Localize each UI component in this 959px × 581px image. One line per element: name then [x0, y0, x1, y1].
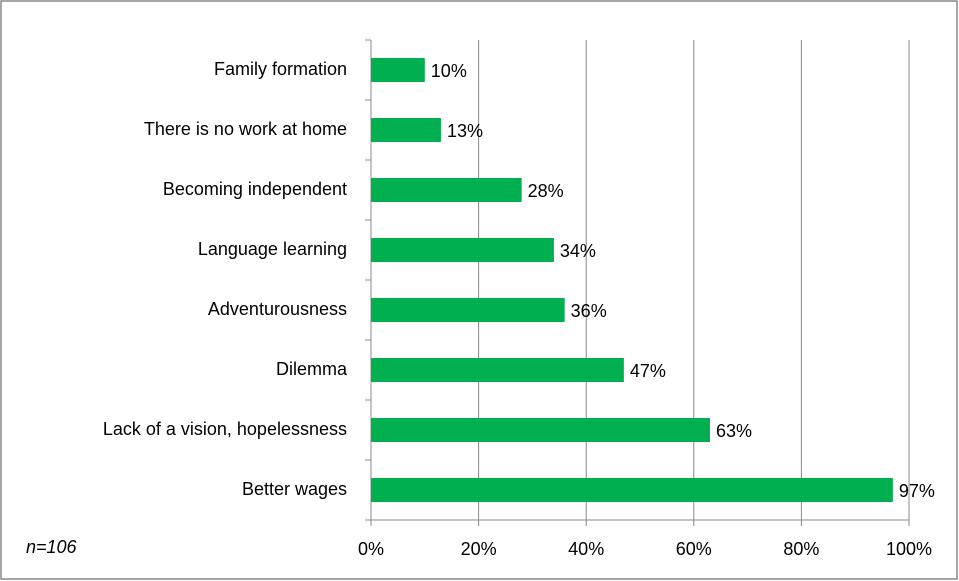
- x-tick-label: 0%: [358, 539, 384, 559]
- value-label: 13%: [447, 121, 483, 141]
- value-label: 28%: [528, 181, 564, 201]
- x-tick-label: 20%: [461, 539, 497, 559]
- value-label: 63%: [716, 421, 752, 441]
- bar: [371, 358, 624, 382]
- x-tick-label: 80%: [783, 539, 819, 559]
- y-tick-label: Language learning: [198, 239, 347, 259]
- y-tick-label: Better wages: [242, 479, 347, 499]
- value-label: 47%: [630, 361, 666, 381]
- y-tick-label: Family formation: [214, 59, 347, 79]
- y-tick-label: There is no work at home: [144, 119, 347, 139]
- y-tick-label: Lack of a vision, hopelessness: [103, 419, 347, 439]
- bar: [371, 118, 441, 142]
- value-label: 10%: [431, 61, 467, 81]
- bar: [371, 478, 893, 502]
- bar: [371, 178, 522, 202]
- bar: [371, 418, 710, 442]
- value-label: 36%: [571, 301, 607, 321]
- x-tick-label: 60%: [676, 539, 712, 559]
- y-tick-label: Becoming independent: [163, 179, 347, 199]
- value-label: 34%: [560, 241, 596, 261]
- sample-size-note: n=106: [26, 537, 78, 557]
- value-label: 97%: [899, 481, 935, 501]
- bar: [371, 238, 554, 262]
- y-tick-label: Dilemma: [276, 359, 348, 379]
- x-tick-label: 40%: [568, 539, 604, 559]
- bar: [371, 58, 425, 82]
- x-tick-label: 100%: [886, 539, 932, 559]
- y-tick-label: Adventurousness: [208, 299, 347, 319]
- bar: [371, 298, 565, 322]
